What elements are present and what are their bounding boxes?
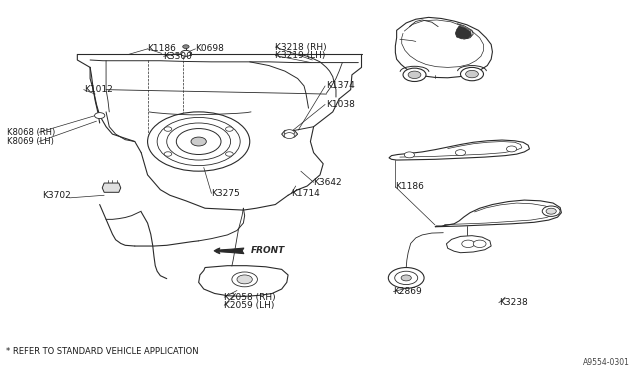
Circle shape [506,146,516,152]
Circle shape [284,130,294,136]
Text: K0698: K0698 [195,44,225,53]
Text: K1186: K1186 [148,44,177,53]
Text: K2058 (RH): K2058 (RH) [224,293,276,302]
Text: K1012: K1012 [84,85,113,94]
Text: K3275: K3275 [211,189,240,198]
Circle shape [157,118,240,166]
Circle shape [404,152,415,158]
Circle shape [542,206,560,217]
Polygon shape [435,200,561,227]
Text: A9554-0301: A9554-0301 [583,358,630,367]
Polygon shape [180,52,191,55]
Circle shape [546,208,556,214]
Circle shape [225,152,233,156]
Circle shape [456,150,466,155]
Polygon shape [198,266,288,296]
Circle shape [180,50,191,56]
Circle shape [388,267,424,288]
Text: K1714: K1714 [291,189,320,198]
Circle shape [408,71,421,78]
Text: K3702: K3702 [42,191,71,200]
Text: K3219 (LH): K3219 (LH) [275,51,326,60]
Text: * REFER TO STANDARD VEHICLE APPLICATION: * REFER TO STANDARD VEHICLE APPLICATION [6,347,198,356]
Circle shape [237,275,252,284]
Circle shape [191,137,206,146]
Text: K3238: K3238 [499,298,527,307]
Text: K3642: K3642 [314,178,342,187]
Circle shape [462,240,474,247]
Text: K3300: K3300 [164,52,193,61]
Text: K8068 (RH): K8068 (RH) [7,128,55,137]
Circle shape [473,240,486,247]
Text: K1374: K1374 [326,81,355,90]
Circle shape [167,123,230,160]
Text: K1038: K1038 [326,100,355,109]
Circle shape [164,152,172,156]
Polygon shape [102,183,121,192]
Polygon shape [282,131,298,137]
Circle shape [232,272,257,287]
Circle shape [225,127,233,131]
Text: FRONT: FRONT [251,246,285,255]
Circle shape [95,113,105,119]
Circle shape [401,275,412,281]
Polygon shape [447,235,491,253]
Text: K2869: K2869 [394,287,422,296]
Text: K3218 (RH): K3218 (RH) [275,42,327,51]
Polygon shape [389,140,529,160]
Circle shape [148,112,250,171]
Polygon shape [456,26,471,39]
Circle shape [164,127,172,131]
Circle shape [182,45,189,48]
Circle shape [466,70,478,78]
Circle shape [461,67,483,81]
Text: K2059 (LH): K2059 (LH) [224,301,275,310]
Text: K1186: K1186 [396,182,424,191]
Circle shape [395,271,418,285]
Circle shape [284,133,294,138]
Circle shape [403,68,426,81]
Polygon shape [396,17,492,78]
Circle shape [176,129,221,154]
Text: K8069 (LH): K8069 (LH) [7,137,54,146]
